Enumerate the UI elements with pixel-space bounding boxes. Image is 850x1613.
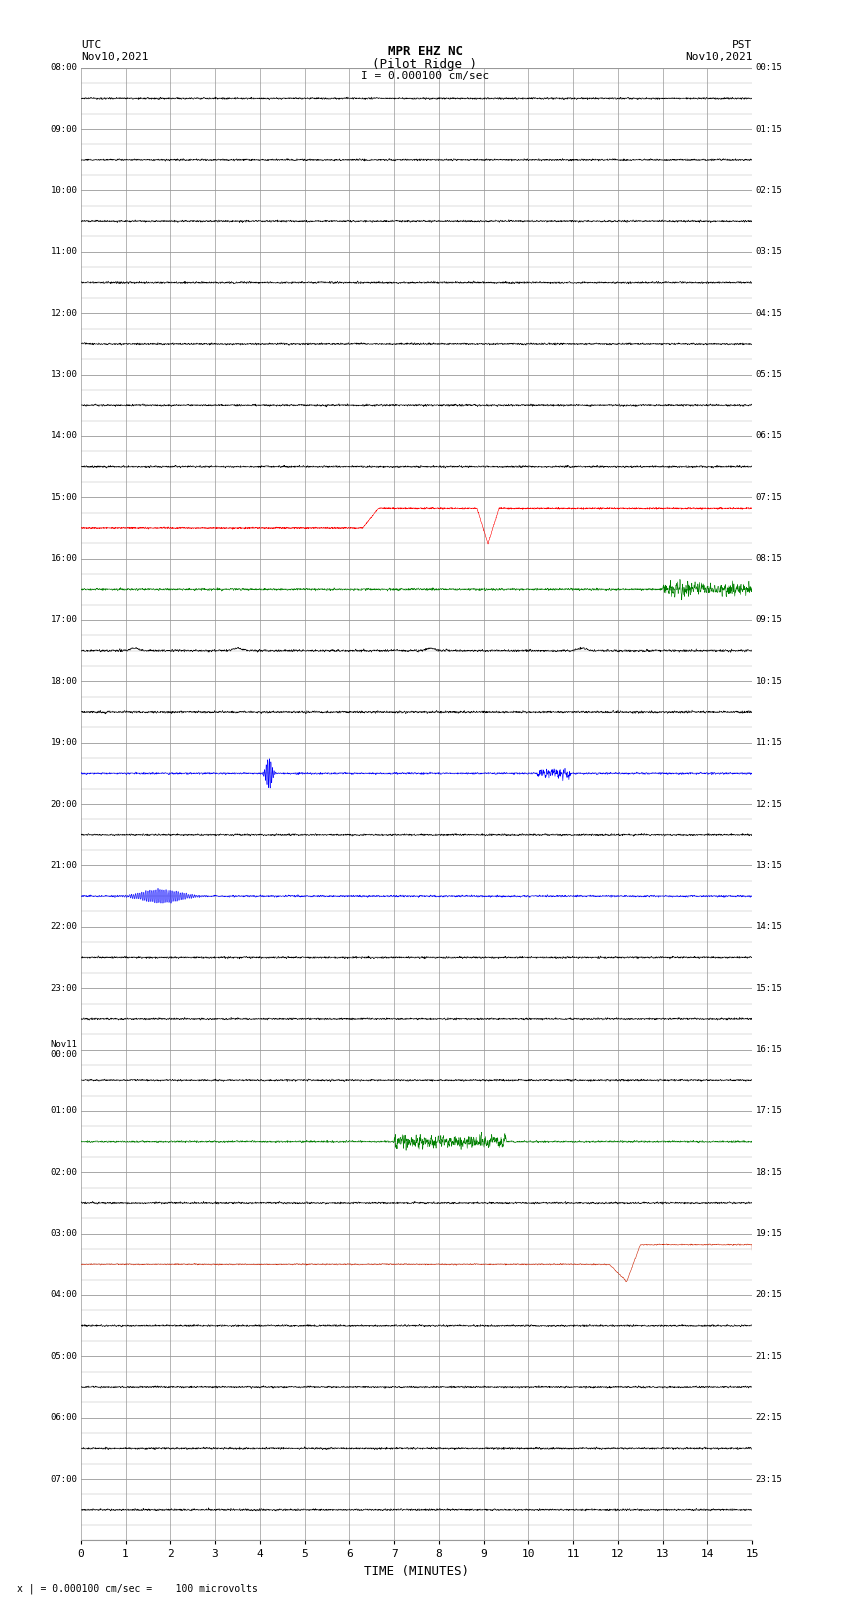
Text: 01:00: 01:00 — [50, 1107, 77, 1115]
Text: 20:15: 20:15 — [756, 1290, 783, 1300]
Text: 02:00: 02:00 — [50, 1168, 77, 1177]
Text: 14:15: 14:15 — [756, 923, 783, 931]
Text: Nov10,2021: Nov10,2021 — [81, 52, 148, 61]
Text: 11:15: 11:15 — [756, 739, 783, 747]
Text: 10:00: 10:00 — [50, 185, 77, 195]
Text: 19:15: 19:15 — [756, 1229, 783, 1239]
Text: 16:15: 16:15 — [756, 1045, 783, 1053]
Text: 17:15: 17:15 — [756, 1107, 783, 1115]
Text: 21:15: 21:15 — [756, 1352, 783, 1361]
Text: 08:15: 08:15 — [756, 555, 783, 563]
Text: 18:00: 18:00 — [50, 677, 77, 686]
Text: 18:15: 18:15 — [756, 1168, 783, 1177]
Text: UTC: UTC — [81, 40, 101, 50]
Text: I = 0.000100 cm/sec: I = 0.000100 cm/sec — [361, 71, 489, 81]
Text: 01:15: 01:15 — [756, 124, 783, 134]
Text: 09:00: 09:00 — [50, 124, 77, 134]
Text: MPR EHZ NC: MPR EHZ NC — [388, 45, 462, 58]
Text: 20:00: 20:00 — [50, 800, 77, 808]
Text: 05:15: 05:15 — [756, 369, 783, 379]
Text: 06:00: 06:00 — [50, 1413, 77, 1423]
Text: 03:15: 03:15 — [756, 247, 783, 256]
Text: 04:15: 04:15 — [756, 308, 783, 318]
Text: 02:15: 02:15 — [756, 185, 783, 195]
Text: 03:00: 03:00 — [50, 1229, 77, 1239]
Text: PST: PST — [732, 40, 752, 50]
Text: 11:00: 11:00 — [50, 247, 77, 256]
Text: 12:00: 12:00 — [50, 308, 77, 318]
Text: 10:15: 10:15 — [756, 677, 783, 686]
Text: 07:15: 07:15 — [756, 494, 783, 502]
Text: Nov11
00:00: Nov11 00:00 — [50, 1040, 77, 1060]
Text: 04:00: 04:00 — [50, 1290, 77, 1300]
Text: 07:00: 07:00 — [50, 1474, 77, 1484]
Text: 19:00: 19:00 — [50, 739, 77, 747]
Text: 05:00: 05:00 — [50, 1352, 77, 1361]
Text: 13:15: 13:15 — [756, 861, 783, 869]
Text: 23:00: 23:00 — [50, 984, 77, 992]
Text: 15:00: 15:00 — [50, 494, 77, 502]
Text: 23:15: 23:15 — [756, 1474, 783, 1484]
Text: 09:15: 09:15 — [756, 616, 783, 624]
Text: 00:15: 00:15 — [756, 63, 783, 73]
Text: 15:15: 15:15 — [756, 984, 783, 992]
Text: 22:15: 22:15 — [756, 1413, 783, 1423]
Text: 21:00: 21:00 — [50, 861, 77, 869]
Text: 14:00: 14:00 — [50, 431, 77, 440]
Text: x | = 0.000100 cm/sec =    100 microvolts: x | = 0.000100 cm/sec = 100 microvolts — [17, 1582, 258, 1594]
Text: (Pilot Ridge ): (Pilot Ridge ) — [372, 58, 478, 71]
Text: 22:00: 22:00 — [50, 923, 77, 931]
Text: Nov10,2021: Nov10,2021 — [685, 52, 752, 61]
Text: 13:00: 13:00 — [50, 369, 77, 379]
Text: 06:15: 06:15 — [756, 431, 783, 440]
Text: 17:00: 17:00 — [50, 616, 77, 624]
Text: 12:15: 12:15 — [756, 800, 783, 808]
X-axis label: TIME (MINUTES): TIME (MINUTES) — [364, 1565, 469, 1578]
Text: 08:00: 08:00 — [50, 63, 77, 73]
Text: 16:00: 16:00 — [50, 555, 77, 563]
